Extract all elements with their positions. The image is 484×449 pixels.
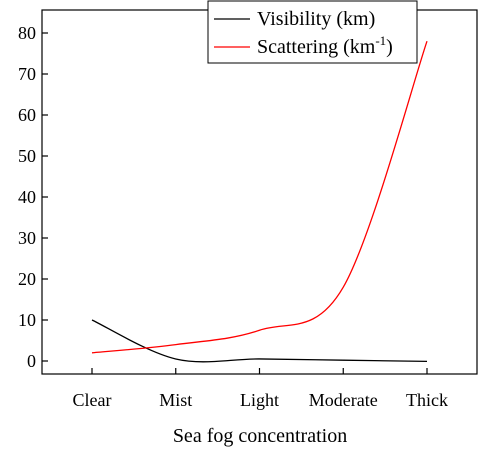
y-tick-label: 30	[18, 228, 36, 248]
legend-label-scattering-main: Scattering (km	[257, 36, 376, 58]
x-tick-label: Moderate	[309, 390, 378, 410]
legend-label-scattering: Scattering (km-1)	[257, 33, 393, 58]
x-tick-label: Light	[240, 390, 279, 410]
y-tick-label: 0	[27, 351, 36, 371]
legend-label-scattering-end: )	[386, 36, 393, 58]
series-layer	[91, 40, 428, 363]
x-tick-label: Clear	[73, 390, 112, 410]
y-tick-label: 40	[18, 187, 36, 207]
legend-label-scattering-sup: -1	[375, 33, 386, 48]
y-tick-label: 50	[18, 146, 36, 166]
x-axis: Clear Mist Light Moderate Thick	[73, 368, 448, 410]
y-tick-label: 10	[18, 310, 36, 330]
legend-box	[207, 0, 418, 64]
y-tick-label: 80	[18, 23, 36, 43]
plot-frame	[41, 9, 478, 375]
x-tick-label: Thick	[406, 390, 448, 410]
series-visibility-line	[91, 319, 428, 363]
y-tick-label: 60	[18, 105, 36, 125]
legend-label-visibility: Visibility (km)	[257, 8, 375, 30]
x-tick-label: Mist	[159, 390, 192, 410]
y-tick-label: 20	[18, 269, 36, 289]
y-tick-label: 70	[18, 64, 36, 84]
legend: Visibility (km) Scattering (km-1)	[207, 0, 418, 64]
x-axis-title: Sea fog concentration	[173, 425, 347, 447]
y-axis: 0 10 20 30 40 50 60 70 80	[18, 23, 48, 371]
series-scattering-line	[91, 40, 428, 354]
